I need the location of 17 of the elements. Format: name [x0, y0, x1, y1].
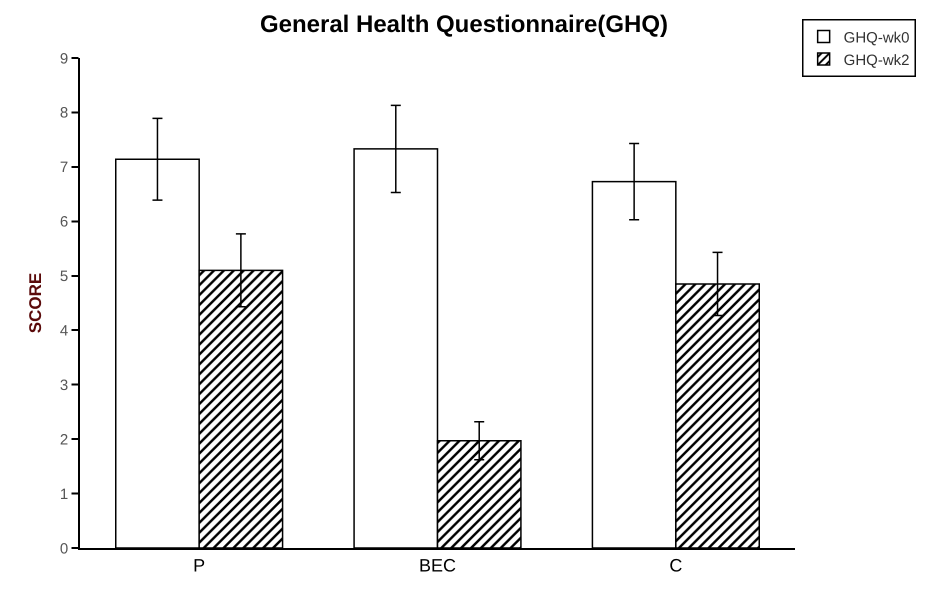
y-tick-label: 4: [60, 322, 68, 340]
y-tick-label: 6: [60, 214, 68, 231]
y-tick-label: 2: [60, 431, 68, 448]
y-tick-label: 1: [60, 486, 68, 503]
x-tick-label: P: [193, 555, 206, 576]
text: GHQ-wk2: [844, 52, 910, 69]
x-tick-label: C: [669, 555, 682, 576]
y-tick-label: 8: [60, 104, 68, 122]
chart-title: General Health Questionnaire(GHQ): [260, 10, 668, 38]
y-tick-label: 5: [60, 268, 68, 286]
y-tick-label: 7: [60, 159, 68, 176]
y-axis-title: SCORE: [26, 272, 45, 334]
legend-label: GHQ-wk0: [844, 29, 910, 46]
y-tick-label: 9: [60, 50, 68, 68]
y-tick-label: 3: [60, 376, 68, 394]
x-tick-label: BEC: [418, 555, 456, 576]
y-tick-label: 0: [60, 540, 68, 558]
